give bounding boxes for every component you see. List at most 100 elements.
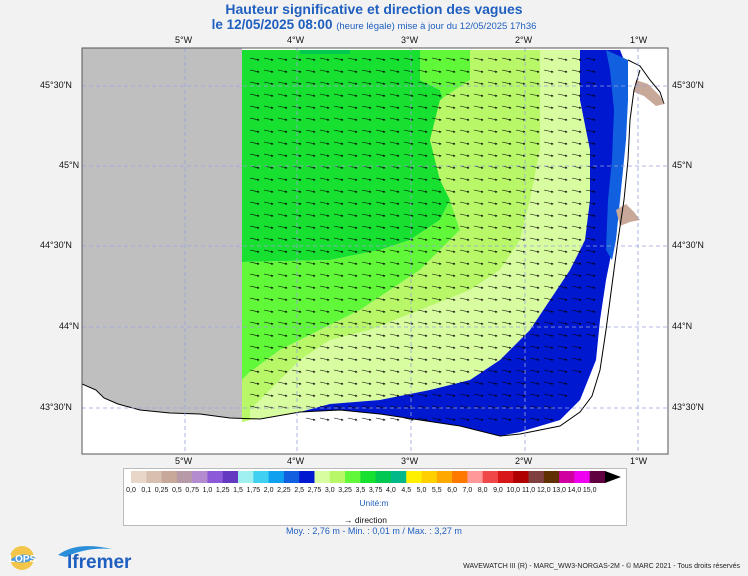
direction-arrow [305,381,316,385]
direction-arrow [445,369,456,373]
direction-arrow [249,225,260,229]
direction-arrow [473,117,484,121]
colorbar-tick-label: 1,25 [215,487,230,494]
direction-arrow [585,201,596,205]
direction-arrow [333,141,344,145]
direction-arrow [389,381,400,385]
direction-arrow [431,369,442,373]
direction-arrow [263,177,274,181]
direction-arrow [431,249,442,253]
direction-arrow [361,417,372,421]
direction-arrow [529,249,540,253]
copyright-footer: WAVEWATCH III (R) - MARC_WW3-NORGAS-2M -… [463,563,740,570]
direction-arrow [529,177,540,181]
direction-arrow [571,69,582,73]
direction-arrow [543,189,554,193]
direction-arrow [445,93,456,97]
direction-arrow [291,105,302,109]
direction-arrow [571,345,582,349]
direction-arrow [417,69,428,73]
direction-arrow [417,357,428,361]
direction-arrow [347,297,358,301]
direction-arrow [319,333,330,337]
direction-arrow [347,189,358,193]
direction-arrow [473,57,484,61]
direction-arrow [305,93,316,97]
direction-arrow [529,297,540,301]
direction-arrow [305,249,316,253]
direction-arrow [515,81,526,85]
direction-arrow [403,273,414,277]
direction-arrow [403,309,414,313]
direction-arrow [277,129,288,133]
direction-arrow [403,153,414,157]
direction-arrow [305,273,316,277]
direction-arrow [487,57,498,61]
direction-arrow [249,333,260,337]
direction-arrow [473,141,484,145]
direction-arrow [291,141,302,145]
direction-arrow [459,201,470,205]
direction-arrow [319,249,330,253]
france-land [596,60,668,454]
direction-arrow [249,237,260,241]
direction-arrow [473,393,484,397]
direction-arrow [445,141,456,145]
direction-arrow [431,129,442,133]
direction-arrow [403,369,414,373]
direction-arrow [515,285,526,289]
direction-arrow [487,393,498,397]
colorbar-tick-label: 3,25 [338,487,352,494]
direction-arrow [529,57,540,61]
colorbar-tick-label: 13,0 [552,487,566,494]
direction-arrow [585,81,596,85]
direction-arrow [557,213,568,217]
direction-arrow [333,201,344,205]
direction-arrow [585,141,596,145]
direction-arrow [417,273,428,277]
direction-arrow [473,309,484,313]
direction-arrow [319,57,330,61]
direction-arrow [347,417,358,421]
direction-arrow [333,261,344,265]
direction-arrow [375,357,386,361]
direction-arrow [529,153,540,157]
direction-arrow [277,261,288,265]
direction-arrow [459,417,470,421]
direction-arrow [389,273,400,277]
direction-arrow [249,69,260,73]
direction-arrow [571,261,582,265]
direction-arrow [417,381,428,385]
direction-arrow [445,333,456,337]
direction-arrow [249,189,260,193]
zone-2-25 [300,50,628,436]
direction-arrow [571,213,582,217]
direction-arrow [291,93,302,97]
direction-arrow [417,393,428,397]
direction-arrow [529,345,540,349]
direction-arrow [291,369,302,373]
direction-arrow [417,345,428,349]
direction-arrow [347,357,358,361]
direction-arrow [263,57,274,61]
direction-arrow [389,321,400,325]
direction-arrow [459,177,470,181]
direction-arrow [487,321,498,325]
direction-arrow [431,261,442,265]
direction-arrow [347,81,358,85]
direction-arrow [375,141,386,145]
direction-arrow [473,81,484,85]
direction-arrow [389,105,400,109]
direction-arrow [473,357,484,361]
direction-arrow [305,369,316,373]
lat-label-left: 45°N [59,160,80,170]
direction-arrow [263,93,274,97]
direction-arrow [515,273,526,277]
zone-2-5 [250,50,590,420]
direction-arrow [361,69,372,73]
direction-arrow [347,285,358,289]
direction-arrow [417,213,428,217]
direction-arrow [585,105,596,109]
direction-arrow [557,321,568,325]
direction-arrow [277,381,288,385]
